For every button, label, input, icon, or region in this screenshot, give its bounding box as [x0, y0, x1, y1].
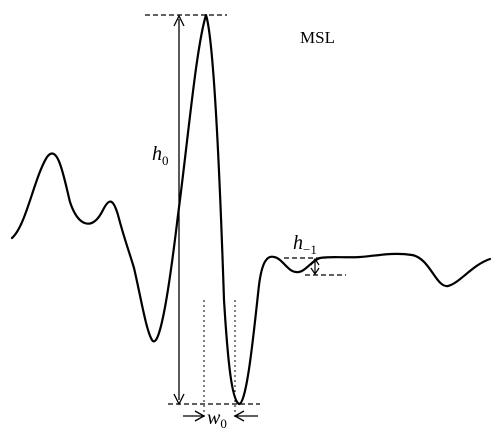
h-minus1-label-base: h [293, 232, 303, 254]
h-minus1-label: h−1 [293, 232, 317, 257]
h0-arrow-head-bottom [173, 393, 185, 406]
h-minus1-arrow-head-top [310, 257, 320, 266]
h-minus1-arrow-head-bottom [310, 267, 320, 276]
h0-label-base: h [152, 143, 162, 165]
w0-label-sub: 0 [220, 416, 227, 430]
waveform-curve [10, 13, 492, 406]
w0-left-arrow-head [194, 410, 206, 422]
h0-label-sub: 0 [162, 153, 169, 168]
w0-label: w0 [207, 407, 227, 430]
w0-right-arrow-head [233, 410, 245, 422]
h0-arrow-head-top [173, 14, 185, 27]
h0-label: h0 [152, 143, 169, 168]
h-minus1-label-sub: −1 [303, 242, 317, 257]
w0-label-base: w [207, 407, 221, 429]
diagram-title: MSL [300, 28, 335, 47]
